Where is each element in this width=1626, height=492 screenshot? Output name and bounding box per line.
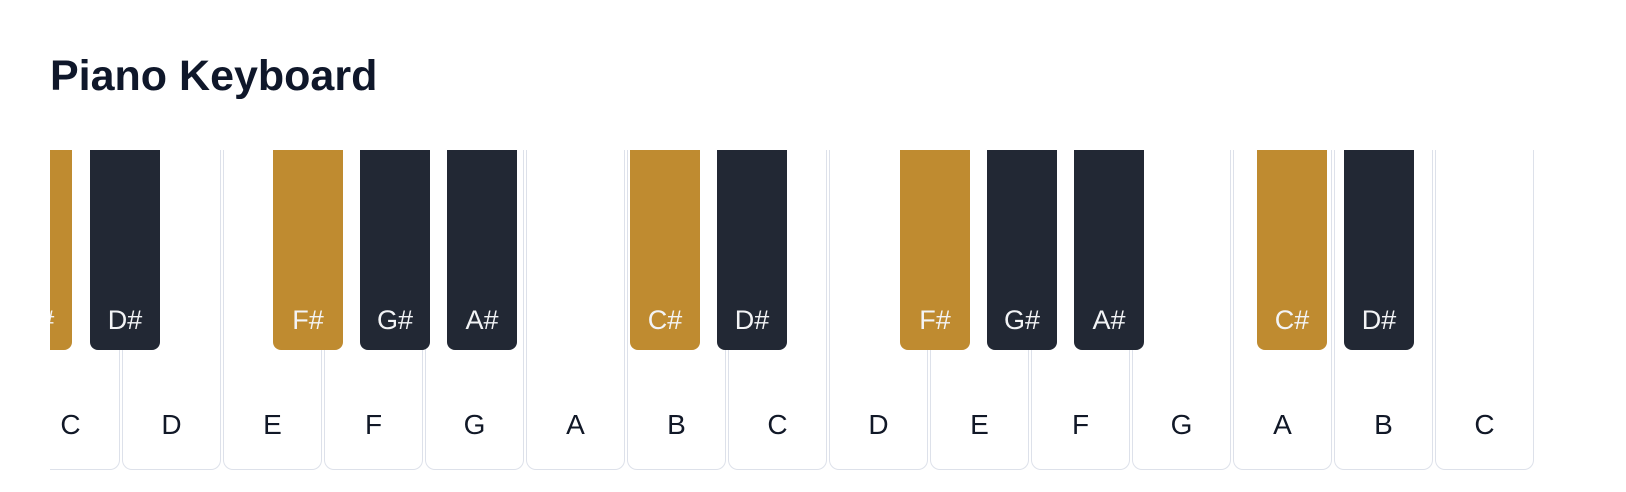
white-key-g[interactable]: G bbox=[1132, 150, 1231, 470]
key-label: D bbox=[161, 409, 182, 440]
key-label: A# bbox=[1092, 305, 1126, 335]
key-label: D# bbox=[734, 305, 770, 335]
black-key-c-sharp[interactable]: C# bbox=[1257, 150, 1327, 350]
black-key-d-sharp[interactable]: D# bbox=[1344, 150, 1414, 350]
key-label: F bbox=[1071, 409, 1090, 440]
key-label: C bbox=[767, 409, 788, 440]
black-key-g-sharp[interactable]: G# bbox=[987, 150, 1057, 350]
key-label: B bbox=[1374, 409, 1393, 440]
key-label: D bbox=[868, 409, 889, 440]
black-key-d-sharp[interactable]: D# bbox=[90, 150, 160, 350]
key-label: E bbox=[263, 409, 282, 440]
key-label: B bbox=[667, 409, 686, 440]
white-key-c[interactable]: C bbox=[1435, 150, 1534, 470]
key-label: C bbox=[1474, 409, 1495, 440]
key-label: E bbox=[970, 409, 989, 440]
black-key-g-sharp[interactable]: G# bbox=[360, 150, 430, 350]
key-label: C bbox=[60, 409, 81, 440]
key-label: C# bbox=[1274, 305, 1310, 335]
black-key-d-sharp[interactable]: D# bbox=[717, 150, 787, 350]
black-key-f-sharp[interactable]: F# bbox=[273, 150, 343, 350]
key-label: G# bbox=[1003, 305, 1041, 335]
key-label: A# bbox=[465, 305, 499, 335]
black-key-f-sharp[interactable]: F# bbox=[900, 150, 970, 350]
key-label: F# bbox=[292, 305, 324, 335]
key-label: C# bbox=[50, 304, 72, 336]
key-label: C# bbox=[647, 305, 683, 335]
key-label: F# bbox=[919, 305, 951, 335]
white-key-a[interactable]: A bbox=[526, 150, 625, 470]
page-title: Piano Keyboard bbox=[50, 52, 378, 100]
black-key-c-sharp[interactable]: C# bbox=[630, 150, 700, 350]
key-label: G bbox=[1170, 409, 1193, 440]
black-key-a-sharp[interactable]: A# bbox=[447, 150, 517, 350]
key-label: G# bbox=[376, 305, 414, 335]
key-label: F bbox=[364, 409, 383, 440]
black-key-c-sharp[interactable]: C# bbox=[50, 150, 72, 350]
black-key-a-sharp[interactable]: A# bbox=[1074, 150, 1144, 350]
key-label: D# bbox=[1361, 305, 1397, 335]
key-label: A bbox=[1273, 409, 1292, 440]
piano-keyboard: C D E F G A B C D E F G A B C C# D# F# G… bbox=[50, 150, 1573, 472]
key-label: A bbox=[566, 409, 585, 440]
key-label: G bbox=[463, 409, 486, 440]
key-label: D# bbox=[107, 305, 143, 335]
